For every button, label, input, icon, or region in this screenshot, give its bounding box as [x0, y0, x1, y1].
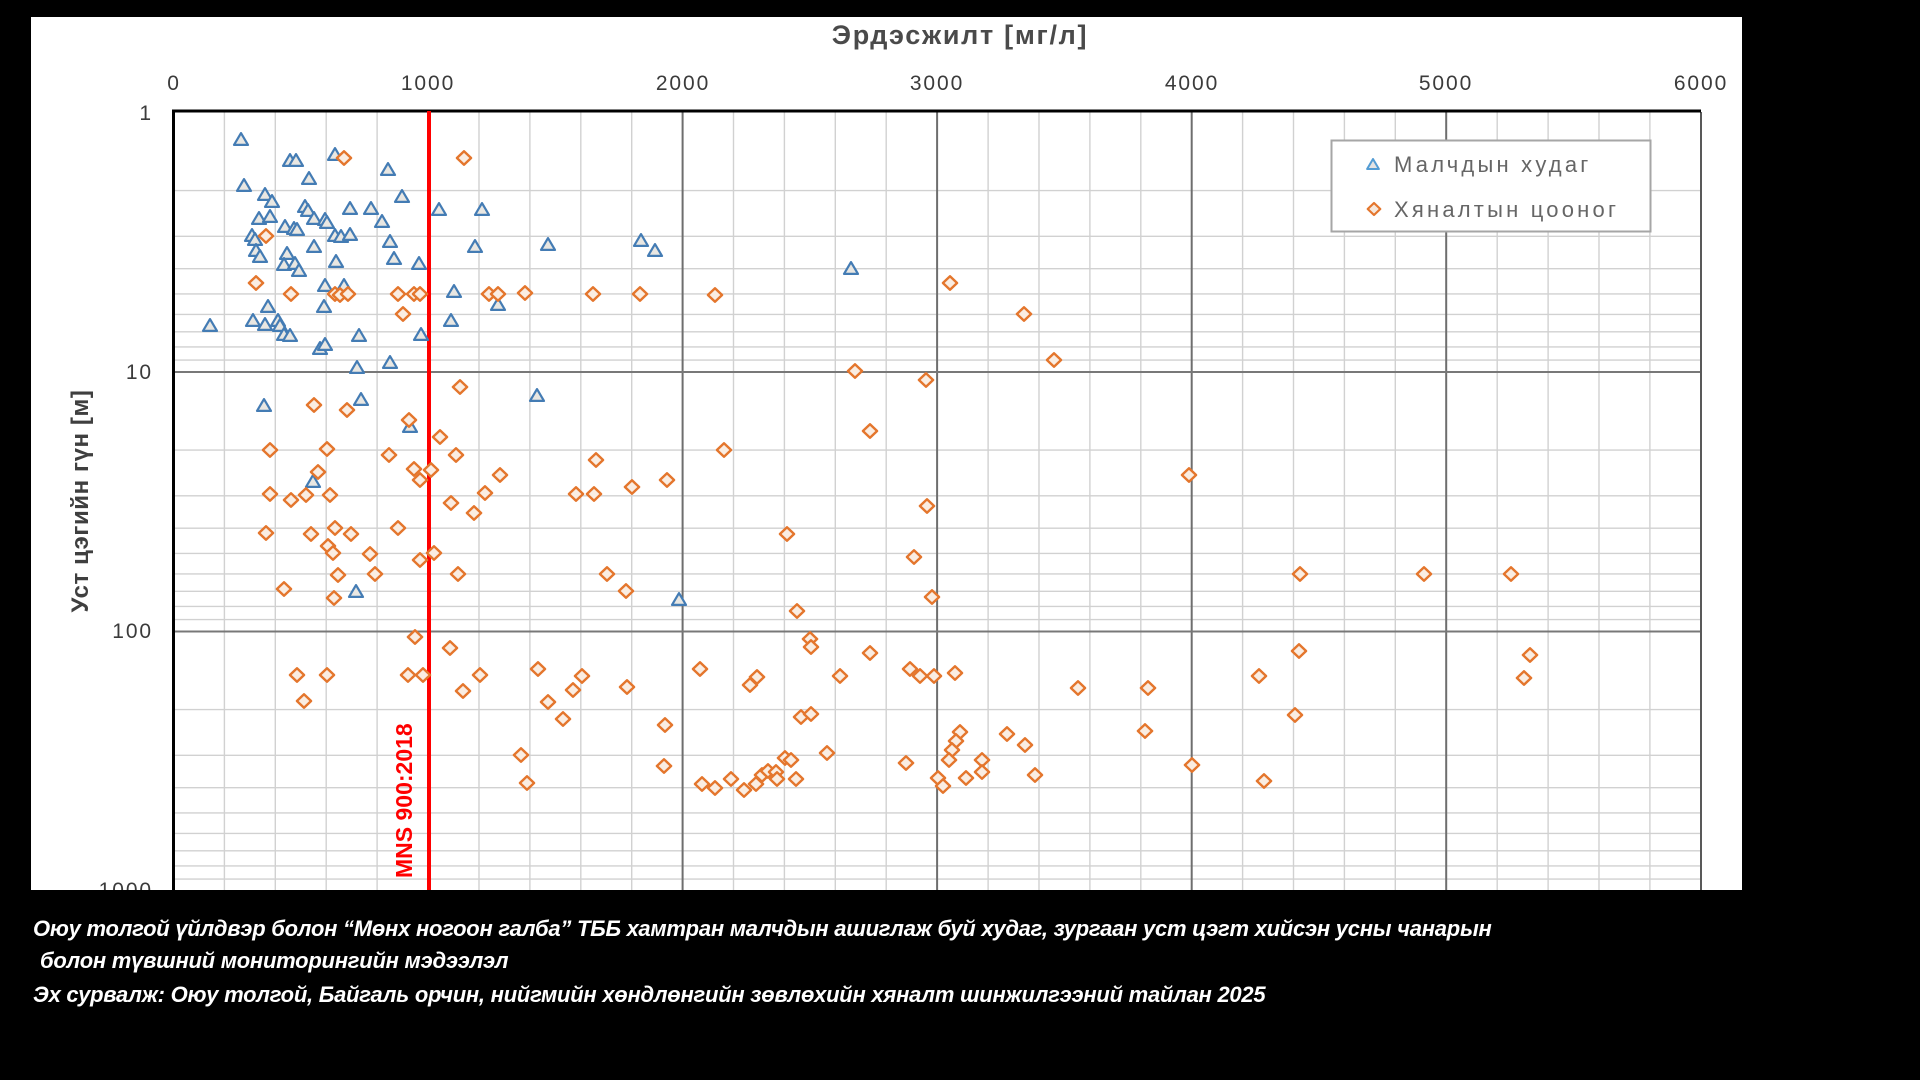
svg-text:Эх сурвалж: Оюу толгой, Байгал: Эх сурвалж: Оюу толгой, Байгаль орчин, н…	[33, 982, 1266, 1007]
svg-text:болон түвшний мониторингийн мэ: болон түвшний мониторингийн мэдээлэл	[40, 948, 509, 973]
svg-text:3000: 3000	[910, 72, 964, 95]
svg-text:2000: 2000	[656, 72, 710, 95]
svg-text:Эрдэсжилт [мг/л]: Эрдэсжилт [мг/л]	[832, 20, 1088, 50]
svg-text:10: 10	[126, 361, 153, 384]
svg-text:4000: 4000	[1165, 72, 1219, 95]
svg-text:Малчдын худаг: Малчдын худаг	[1394, 152, 1592, 177]
svg-text:Хяналтын цооног: Хяналтын цооног	[1394, 197, 1619, 222]
svg-text:1000: 1000	[99, 879, 153, 902]
svg-text:6000: 6000	[1674, 72, 1728, 95]
svg-text:1: 1	[139, 102, 153, 125]
svg-text:Оюу толгой үйлдвэр болон “Мөнх: Оюу толгой үйлдвэр болон “Мөнх ногоон га…	[33, 916, 1492, 941]
svg-text:5000: 5000	[1419, 72, 1473, 95]
svg-text:Уст цэгийн гүн [м]: Уст цэгийн гүн [м]	[67, 390, 94, 613]
svg-text:100: 100	[112, 620, 153, 643]
svg-text:1000: 1000	[401, 72, 455, 95]
svg-text:0: 0	[167, 72, 181, 95]
svg-text:MNS 900:2018: MNS 900:2018	[391, 723, 417, 878]
